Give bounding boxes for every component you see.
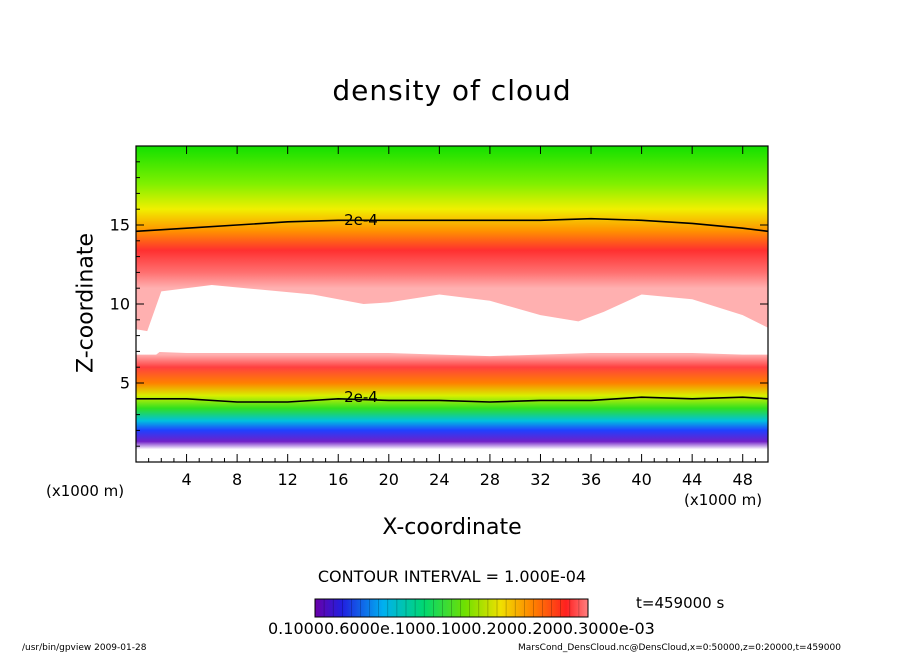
contour-interval: CONTOUR INTERVAL = 1.000E-04 — [317, 567, 587, 586]
upper-contour-line — [136, 217, 768, 233]
x-tick-label: 44 — [681, 470, 703, 489]
x-tick-label: 32 — [530, 470, 551, 489]
y-axis-label: Z-coordinate — [73, 233, 99, 373]
x-tick-label: 48 — [732, 470, 753, 489]
x-tick-label: 20 — [378, 470, 399, 489]
x-tick-label: 40 — [631, 470, 652, 489]
x-tick-label: 12 — [277, 470, 298, 489]
colorbar-labels: 0.10000.6000e.1000.1000.2000.2000.3000e-… — [268, 619, 655, 638]
colorbar — [314, 598, 589, 618]
x-unit-right: (x1000 m) — [684, 491, 763, 509]
x-tick-label: 4 — [181, 470, 192, 489]
colorbar-dividers — [323, 599, 580, 617]
contour-label: 2e-4 — [344, 388, 378, 407]
clear-region — [142, 285, 768, 357]
x-tick-label: 36 — [580, 470, 602, 489]
chart-title: density of cloud — [332, 74, 572, 107]
clear-pocket — [136, 329, 167, 355]
footer-left: /usr/bin/gpview 2009-01-28 — [22, 643, 147, 653]
y-tick-label: 15 — [109, 215, 130, 235]
x-tick-label: 16 — [328, 470, 349, 489]
x-tick-label: 24 — [429, 470, 450, 489]
x-unit-left: (x1000 m) — [46, 482, 125, 500]
x-tick-label: 28 — [479, 470, 501, 489]
x-tick-label: 8 — [232, 470, 243, 489]
x-axis-label: X-coordinate — [382, 515, 522, 540]
lower-contour-line — [136, 396, 768, 403]
time-label: t=459000 s — [636, 594, 725, 612]
y-tick-label: 5 — [119, 373, 130, 393]
contour-label: 2e-4 — [344, 211, 378, 230]
y-tick-label: 10 — [109, 294, 130, 314]
footer-right: MarsCond_DensCloud.nc@DensCloud,x=0:5000… — [518, 643, 841, 653]
